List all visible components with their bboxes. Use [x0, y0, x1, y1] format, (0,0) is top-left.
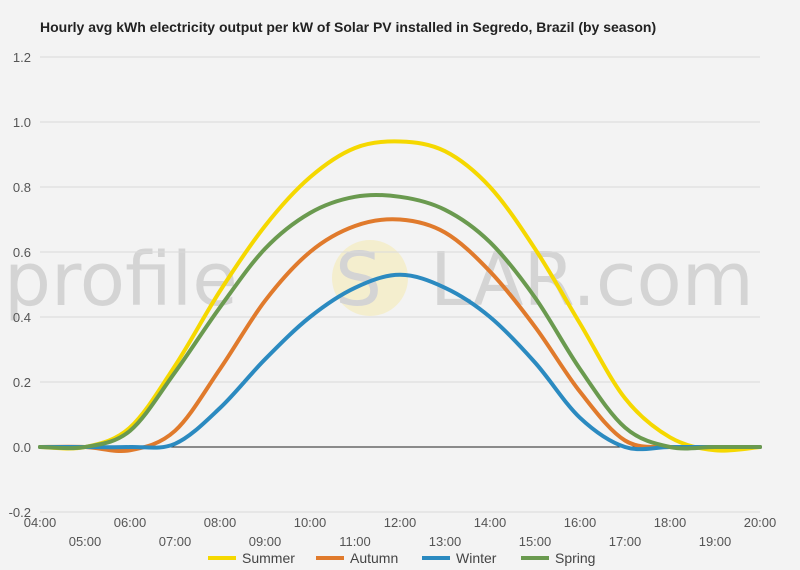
- chart-title: Hourly avg kWh electricity output per kW…: [40, 19, 657, 35]
- y-tick-label: -0.2: [9, 505, 31, 520]
- y-tick-label: 0.4: [13, 310, 31, 325]
- x-tick-label: 04:00: [24, 515, 57, 530]
- watermark-text-right: LAR.com: [430, 237, 754, 323]
- x-tick-label: 17:00: [609, 534, 642, 549]
- x-tick-label: 08:00: [204, 515, 237, 530]
- legend-item-winter: Winter: [422, 550, 497, 566]
- x-tick-label: 10:00: [294, 515, 327, 530]
- x-tick-label: 20:00: [744, 515, 777, 530]
- legend-label: Winter: [456, 550, 497, 566]
- series-line-autumn: [38, 217, 762, 453]
- watermark-text-left: profile: [4, 237, 238, 323]
- y-tick-label: 0.6: [13, 245, 31, 260]
- legend-label: Autumn: [350, 550, 398, 566]
- legend-item-spring: Spring: [521, 550, 595, 566]
- legend-label: Summer: [242, 550, 295, 566]
- legend-label: Spring: [555, 550, 595, 566]
- x-axis: 04:00 06:00 08:00 10:00 12:00 14:00 16:00 18:00…: [24, 515, 777, 549]
- legend-item-summer: Summer: [208, 550, 295, 566]
- watermark-sun-icon: [332, 240, 408, 316]
- x-tick-label: 09:00: [249, 534, 282, 549]
- x-tick-label: 13:00: [429, 534, 462, 549]
- x-tick-label: 16:00: [564, 515, 597, 530]
- x-tick-label: 19:00: [699, 534, 732, 549]
- y-axis: -0.2 0.0 0.2 0.4 0.6 0.8 1.0 1.2: [9, 50, 31, 520]
- legend-item-autumn: Autumn: [316, 550, 398, 566]
- series-lines: [38, 139, 762, 453]
- x-tick-label: 11:00: [339, 534, 371, 549]
- series-line-summer: [38, 139, 762, 453]
- x-tick-label: 05:00: [69, 534, 102, 549]
- y-tick-label: 1.2: [13, 50, 31, 65]
- x-tick-label: 07:00: [159, 534, 192, 549]
- legend: Summer Autumn Winter Spring: [208, 550, 595, 566]
- y-tick-label: 0.8: [13, 180, 31, 195]
- y-tick-label: 0.0: [13, 440, 31, 455]
- x-tick-label: 18:00: [654, 515, 687, 530]
- y-tick-label: 1.0: [13, 115, 31, 130]
- watermark: profile S LAR.com: [4, 237, 754, 323]
- series-line-winter: [38, 272, 762, 452]
- x-tick-label: 15:00: [519, 534, 552, 549]
- y-tick-label: 0.2: [13, 375, 31, 390]
- series-line-spring: [38, 192, 762, 451]
- x-tick-label: 14:00: [474, 515, 507, 530]
- x-tick-label: 06:00: [114, 515, 147, 530]
- x-tick-label: 12:00: [384, 515, 417, 530]
